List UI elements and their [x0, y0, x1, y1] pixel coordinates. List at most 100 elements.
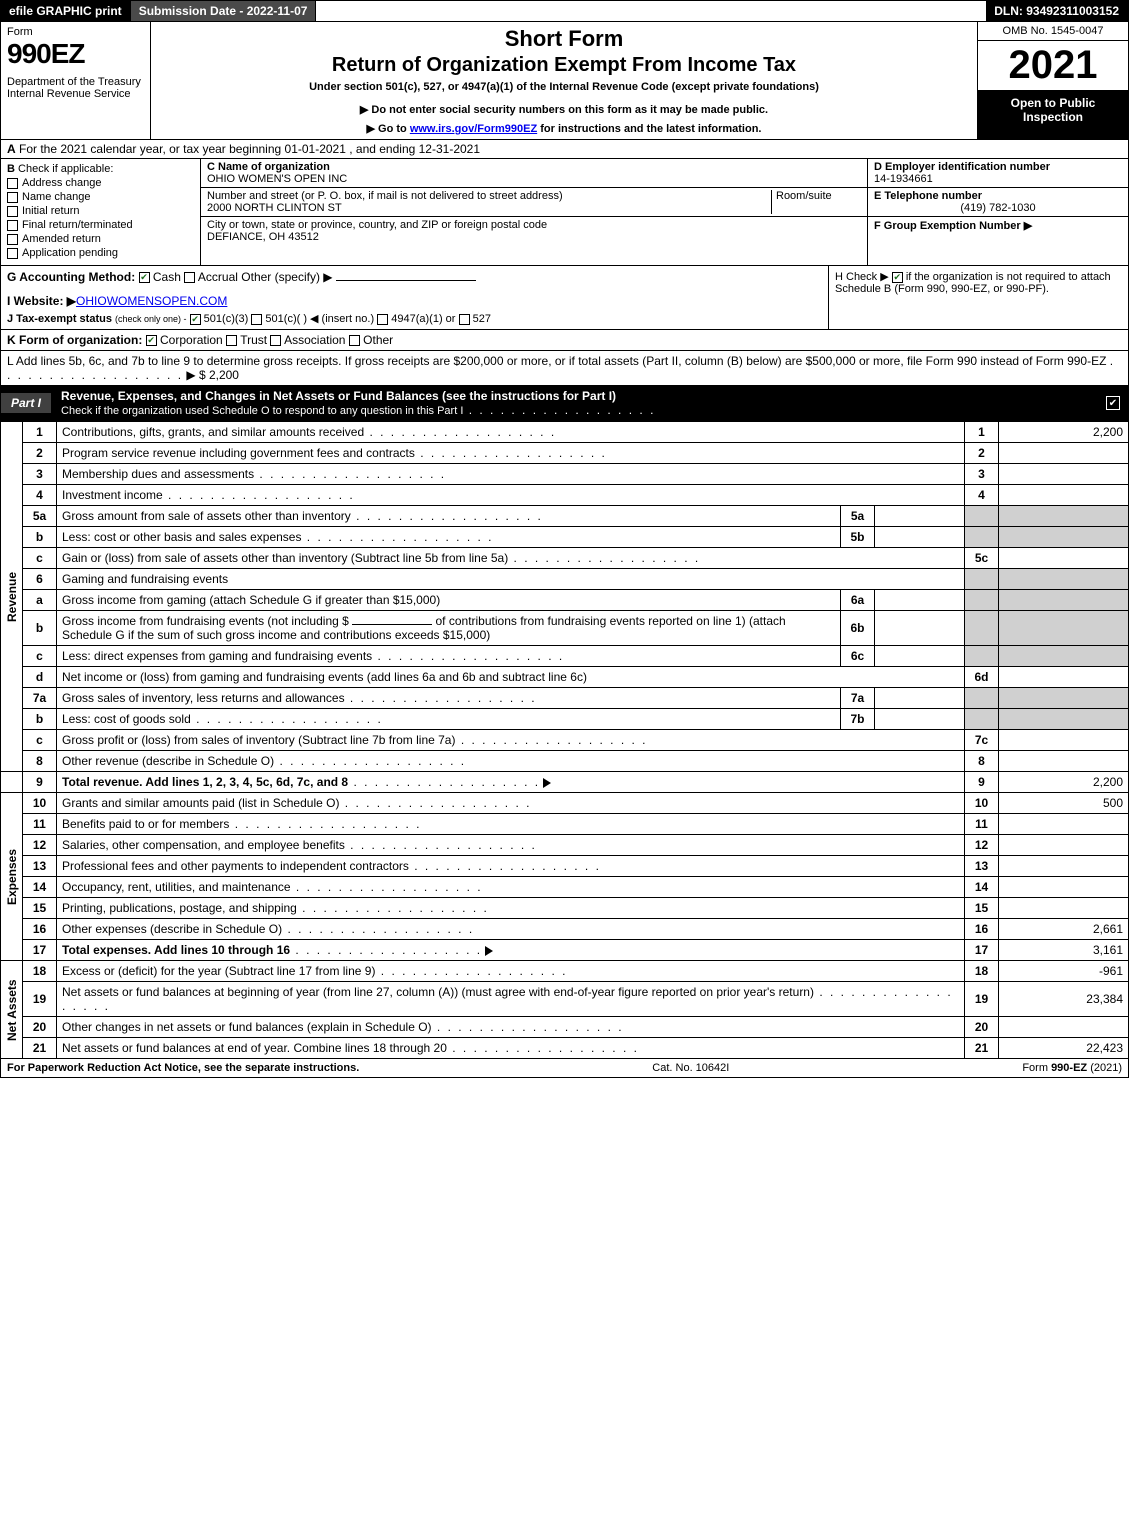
- chk-501c3-icon[interactable]: [190, 314, 201, 325]
- chk-initial-return[interactable]: Initial return: [7, 205, 194, 217]
- checkbox-accrual-icon[interactable]: [184, 272, 195, 283]
- goto-pre: ▶ Go to: [367, 123, 410, 135]
- footer-right: Form 990-EZ (2021): [1022, 1062, 1122, 1074]
- website-link[interactable]: OHIOWOMENSOPEN.COM: [76, 294, 227, 308]
- line-amount: -961: [999, 961, 1129, 982]
- chk-application-pending[interactable]: Application pending: [7, 247, 194, 259]
- ein-label: D Employer identification number: [874, 161, 1122, 173]
- return-title: Return of Organization Exempt From Incom…: [157, 54, 971, 77]
- chk-final-return[interactable]: Final return/terminated: [7, 219, 194, 231]
- chk-other-icon[interactable]: [349, 335, 360, 346]
- sub-amount: [875, 611, 965, 646]
- chk-corp-icon[interactable]: [146, 335, 157, 346]
- line-14: 14 Occupancy, rent, utilities, and maint…: [1, 877, 1129, 898]
- line-ref: 21: [965, 1038, 999, 1059]
- goto-link[interactable]: www.irs.gov/Form990EZ: [410, 123, 537, 135]
- chk-501c-icon[interactable]: [251, 314, 262, 325]
- line-ref: 5c: [965, 548, 999, 569]
- group-label: F Group Exemption Number ▶: [874, 219, 1122, 232]
- line-5b: b Less: cost or other basis and sales ex…: [1, 527, 1129, 548]
- line-20: 20 Other changes in net assets or fund b…: [1, 1017, 1129, 1038]
- omb-number: OMB No. 1545-0047: [978, 22, 1128, 41]
- line-8: 8 Other revenue (describe in Schedule O)…: [1, 751, 1129, 772]
- line-num: 21: [23, 1038, 57, 1059]
- chk-assoc-icon[interactable]: [270, 335, 281, 346]
- part-i-title: Revenue, Expenses, and Changes in Net As…: [51, 386, 1106, 420]
- spacer: [1, 772, 23, 793]
- chk-amended[interactable]: Amended return: [7, 233, 194, 245]
- sub-label: 7a: [841, 688, 875, 709]
- sub-amount: [875, 709, 965, 730]
- topbar: efile GRAPHIC print Submission Date - 20…: [0, 0, 1129, 22]
- line-ref: 11: [965, 814, 999, 835]
- efile-label[interactable]: efile GRAPHIC print: [1, 1, 131, 21]
- line-num: a: [23, 590, 57, 611]
- short-form-title: Short Form: [157, 26, 971, 52]
- line-ref: 17: [965, 940, 999, 961]
- line-text: Investment income: [57, 485, 965, 506]
- line-text: Contributions, gifts, grants, and simila…: [57, 422, 965, 443]
- line-amount-shade: [999, 611, 1129, 646]
- chk-address-change[interactable]: Address change: [7, 177, 194, 189]
- line-ref: 1: [965, 422, 999, 443]
- line-num: 15: [23, 898, 57, 919]
- line-ref-shade: [965, 611, 999, 646]
- line-num: 10: [23, 793, 57, 814]
- line-text: Other revenue (describe in Schedule O): [57, 751, 965, 772]
- line-ref-shade: [965, 688, 999, 709]
- g-other: Other (specify) ▶: [241, 270, 332, 284]
- line-5a: 5a Gross amount from sale of assets othe…: [1, 506, 1129, 527]
- checkbox-cash-icon[interactable]: [139, 272, 150, 283]
- header-right: OMB No. 1545-0047 2021 Open to Public In…: [978, 22, 1128, 139]
- chk-4947-icon[interactable]: [377, 314, 388, 325]
- k-corp: Corporation: [160, 333, 223, 347]
- line-num: 12: [23, 835, 57, 856]
- part-i-label: Part I: [1, 393, 51, 413]
- chk-name-change[interactable]: Name change: [7, 191, 194, 203]
- section-d-e-f: D Employer identification number 14-1934…: [868, 159, 1128, 265]
- triangle-icon: [485, 946, 493, 956]
- part-i-checkbox-icon[interactable]: ✔: [1106, 396, 1120, 410]
- go-to: ▶ Go to www.irs.gov/Form990EZ for instru…: [157, 122, 971, 135]
- line-ref-shade: [965, 569, 999, 590]
- line-2: 2 Program service revenue including gove…: [1, 443, 1129, 464]
- line-num: 11: [23, 814, 57, 835]
- chk-h-icon[interactable]: [892, 272, 903, 283]
- line-amount: 23,384: [999, 982, 1129, 1017]
- line-amount: [999, 898, 1129, 919]
- chk-trust-icon[interactable]: [226, 335, 237, 346]
- chk-label: Initial return: [22, 205, 79, 217]
- line-amount: [999, 751, 1129, 772]
- dots: [463, 403, 655, 417]
- line-ref-shade: [965, 527, 999, 548]
- line-num: 6: [23, 569, 57, 590]
- sub-label: 6a: [841, 590, 875, 611]
- city-label: City or town, state or province, country…: [207, 219, 547, 231]
- open-to-public: Open to Public Inspection: [978, 90, 1128, 139]
- line-text: Other changes in net assets or fund bala…: [57, 1017, 965, 1038]
- k-label: K Form of organization:: [7, 333, 142, 347]
- i-label: I Website: ▶: [7, 294, 76, 308]
- revenue-section-label: Revenue: [1, 422, 23, 772]
- line-num: 7a: [23, 688, 57, 709]
- line-ref-shade: [965, 590, 999, 611]
- line-3: 3 Membership dues and assessments 3: [1, 464, 1129, 485]
- chk-527-icon[interactable]: [459, 314, 470, 325]
- line-amount: [999, 443, 1129, 464]
- tax-year: 2021: [978, 41, 1128, 90]
- checkbox-icon: [7, 234, 18, 245]
- l-text: L Add lines 5b, 6c, and 7b to line 9 to …: [7, 354, 1106, 368]
- line-7a: 7a Gross sales of inventory, less return…: [1, 688, 1129, 709]
- line-6a: a Gross income from gaming (attach Sched…: [1, 590, 1129, 611]
- line-13: 13 Professional fees and other payments …: [1, 856, 1129, 877]
- line-text: Excess or (deficit) for the year (Subtra…: [57, 961, 965, 982]
- street-label: Number and street (or P. O. box, if mail…: [207, 190, 771, 202]
- k-trust: Trust: [240, 333, 267, 347]
- line-num: 16: [23, 919, 57, 940]
- org-name: OHIO WOMEN'S OPEN INC: [207, 173, 861, 185]
- line-11: 11 Benefits paid to or for members 11: [1, 814, 1129, 835]
- line-text: Program service revenue including govern…: [57, 443, 965, 464]
- sub-label: 5a: [841, 506, 875, 527]
- line-text: Printing, publications, postage, and shi…: [57, 898, 965, 919]
- line-amount: [999, 835, 1129, 856]
